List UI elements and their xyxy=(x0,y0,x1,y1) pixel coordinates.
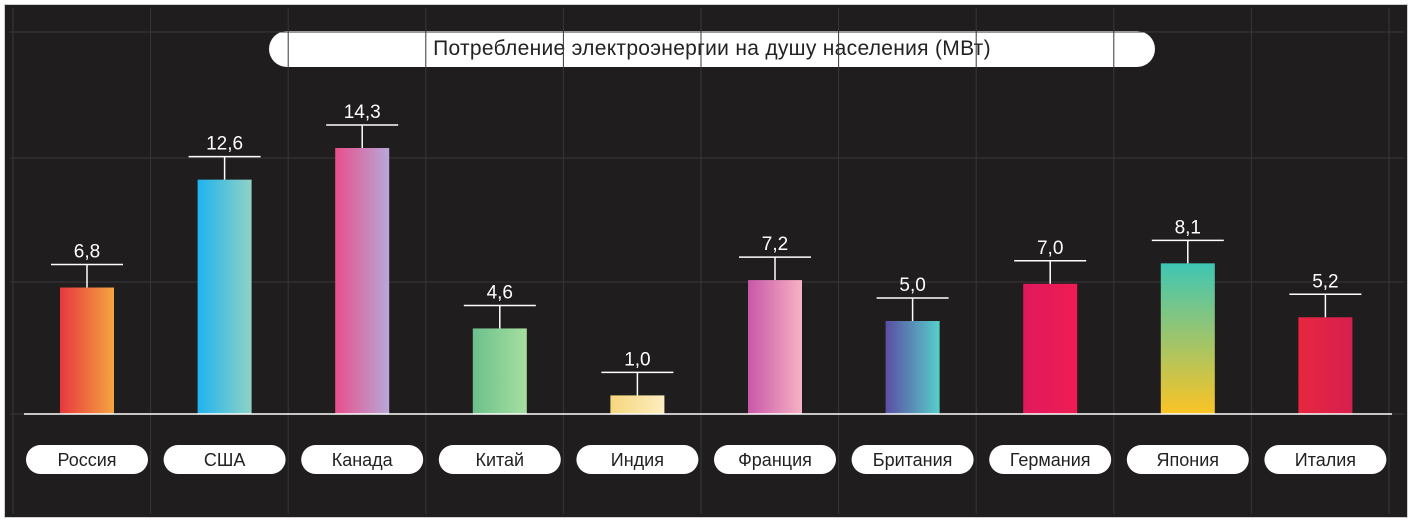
bar-5 xyxy=(610,395,665,414)
bar-7 xyxy=(885,321,940,414)
category-pill xyxy=(851,445,974,474)
category-pill xyxy=(576,445,699,474)
bar-4 xyxy=(472,328,527,414)
category-label: Канада xyxy=(332,450,394,470)
category-pill xyxy=(989,445,1112,474)
category-label: Франция xyxy=(738,450,812,470)
category-label: Италия xyxy=(1295,450,1356,470)
category-labels: Россия США Канада Китай Индия Франция Британия… xyxy=(26,445,1387,474)
category-pill xyxy=(714,445,836,474)
category-label: Япония xyxy=(1157,450,1220,470)
bar-9 xyxy=(1160,263,1215,414)
category-pill xyxy=(26,445,148,474)
category-label: Германия xyxy=(1010,450,1091,470)
value-label: 12,6 xyxy=(206,134,243,155)
category-pill xyxy=(1126,445,1249,474)
value-label: 8,1 xyxy=(1175,217,1201,238)
category-label: США xyxy=(204,450,246,470)
value-label: 1,0 xyxy=(624,349,650,370)
bar-10 xyxy=(1298,317,1353,414)
chart-title: Потребление электроэнергии на душу насел… xyxy=(269,31,1155,67)
category-pill xyxy=(163,445,286,474)
category-label: Индия xyxy=(611,450,664,470)
value-labels: 6,8 12,6 14,3 4,6 1,0 7,2 5,0 7,0 8,1 5,2 xyxy=(74,102,1339,370)
category-label: Китай xyxy=(475,450,524,470)
bars xyxy=(60,148,1353,414)
category-label: Британия xyxy=(873,450,953,470)
value-label: 7,2 xyxy=(762,234,788,255)
value-label: 4,6 xyxy=(487,282,513,303)
bar-8 xyxy=(1023,283,1078,414)
error-markers xyxy=(51,124,1362,396)
category-pill xyxy=(438,445,561,474)
value-label: 7,0 xyxy=(1037,238,1063,259)
category-label: Россия xyxy=(57,450,116,470)
value-label: 6,8 xyxy=(74,242,100,263)
category-pill xyxy=(301,445,424,474)
value-label: 14,3 xyxy=(344,102,381,123)
category-pill xyxy=(1264,445,1387,474)
bar-3 xyxy=(335,148,390,414)
bar-6 xyxy=(748,280,802,414)
bar-1 xyxy=(60,287,114,414)
value-label: 5,0 xyxy=(899,275,925,296)
bar-2 xyxy=(197,179,252,414)
value-label: 5,2 xyxy=(1312,271,1338,292)
